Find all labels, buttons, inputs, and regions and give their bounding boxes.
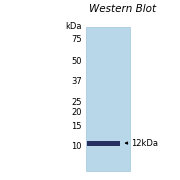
Text: kDa: kDa — [65, 22, 82, 31]
Text: 20: 20 — [71, 108, 82, 117]
Text: 37: 37 — [71, 77, 82, 86]
Text: 12kDa: 12kDa — [131, 139, 158, 148]
Text: Western Blot: Western Blot — [89, 4, 156, 14]
Text: 50: 50 — [71, 57, 82, 66]
Text: 15: 15 — [71, 122, 82, 131]
Bar — [86, 27, 130, 171]
Text: 75: 75 — [71, 35, 82, 44]
Bar — [87, 141, 120, 146]
Text: 25: 25 — [71, 98, 82, 107]
Text: 10: 10 — [71, 142, 82, 151]
